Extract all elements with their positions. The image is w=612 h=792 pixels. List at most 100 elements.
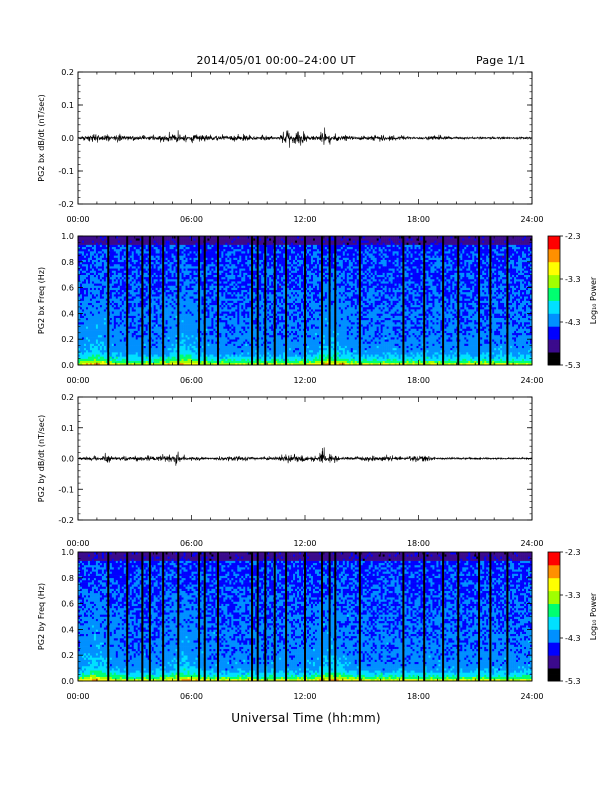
colorbar-frame bbox=[547, 235, 561, 366]
data-gap bbox=[334, 236, 337, 365]
x-tick-label: 12:00 bbox=[293, 539, 316, 548]
data-gap bbox=[506, 236, 509, 365]
signal-trace bbox=[77, 127, 533, 148]
data-gap bbox=[264, 552, 267, 681]
x-tick-label: 24:00 bbox=[520, 215, 543, 224]
panel-4 bbox=[77, 551, 563, 682]
colorbar bbox=[548, 236, 560, 366]
y-tick-label: 0.4 bbox=[61, 309, 74, 318]
data-gap bbox=[285, 236, 288, 365]
data-gap bbox=[457, 236, 460, 365]
signal-trace bbox=[77, 447, 533, 466]
y-tick-label: 1.0 bbox=[61, 232, 74, 241]
colorbar-tick-label: -5.3 bbox=[565, 677, 581, 686]
data-gap bbox=[506, 552, 509, 681]
x-tick-label: 06:00 bbox=[180, 215, 203, 224]
figure-title: 2014/05/01 00:00–24:00 UT bbox=[0, 54, 552, 67]
y-tick-label: 0.2 bbox=[61, 335, 74, 344]
y-tick-label: 0.1 bbox=[61, 101, 74, 110]
data-gap bbox=[442, 552, 445, 681]
x-tick-label: 18:00 bbox=[407, 215, 430, 224]
data-gap bbox=[264, 236, 267, 365]
y-tick-label: -0.2 bbox=[58, 200, 74, 209]
x-tick-label: 18:00 bbox=[407, 376, 430, 385]
data-gap bbox=[148, 236, 151, 365]
colorbar-tick-label: -2.3 bbox=[565, 232, 581, 241]
data-gap bbox=[107, 552, 110, 681]
panel-3 bbox=[77, 396, 533, 521]
data-gap bbox=[285, 552, 288, 681]
x-tick-label: 18:00 bbox=[407, 539, 430, 548]
data-gap bbox=[141, 236, 144, 365]
x-tick-label: 00:00 bbox=[66, 539, 89, 548]
data-gap bbox=[423, 236, 426, 365]
colorbar-tick-label: -2.3 bbox=[565, 548, 581, 557]
data-gap bbox=[478, 552, 481, 681]
spectrogram-cells bbox=[78, 236, 533, 366]
data-gap bbox=[177, 236, 180, 365]
y-tick-label: 0.0 bbox=[61, 134, 74, 143]
x-tick-label: 06:00 bbox=[180, 376, 203, 385]
y-tick-label: 0.6 bbox=[61, 284, 74, 293]
page-label: Page 1/1 bbox=[476, 54, 525, 67]
data-gap bbox=[402, 552, 405, 681]
y-tick-label: -0.1 bbox=[58, 167, 74, 176]
data-gap bbox=[251, 236, 254, 365]
y-tick-label: 0.2 bbox=[61, 68, 74, 77]
y-axis-title: PG2 bx Freq (Hz) bbox=[37, 267, 46, 334]
x-tick-label: 12:00 bbox=[293, 215, 316, 224]
data-gap bbox=[273, 236, 276, 365]
y-tick-label: 0.0 bbox=[61, 455, 74, 464]
y-axis-title: PG2 by Freq (Hz) bbox=[37, 583, 46, 650]
data-gap bbox=[177, 552, 180, 681]
x-tick-label: 00:00 bbox=[66, 692, 89, 701]
data-gap bbox=[304, 236, 306, 365]
y-tick-label: -0.2 bbox=[58, 516, 74, 525]
data-gap bbox=[334, 552, 337, 681]
y-axis-title: PG2 by dB/dt (nT/sec) bbox=[37, 415, 46, 502]
data-gap bbox=[321, 236, 324, 365]
data-gap bbox=[198, 236, 201, 365]
data-gap bbox=[126, 236, 129, 365]
data-gap bbox=[328, 236, 331, 365]
x-tick-label: 06:00 bbox=[180, 539, 203, 548]
colorbar-tick-label: -5.3 bbox=[565, 361, 581, 370]
x-tick-label: 06:00 bbox=[180, 692, 203, 701]
panel-1 bbox=[77, 71, 533, 205]
data-gap bbox=[457, 552, 460, 681]
x-tick-label: 24:00 bbox=[520, 692, 543, 701]
y-tick-label: 0.0 bbox=[61, 677, 74, 686]
data-gap bbox=[256, 236, 259, 365]
y-axis-title: PG2 bx dB/dt (nT/sec) bbox=[37, 94, 46, 181]
data-gap bbox=[489, 552, 492, 681]
data-gap bbox=[273, 552, 276, 681]
y-tick-label: 0.4 bbox=[61, 625, 74, 634]
y-tick-label: 0.1 bbox=[61, 424, 74, 433]
x-tick-label: 00:00 bbox=[66, 376, 89, 385]
x-tick-label: 24:00 bbox=[520, 376, 543, 385]
y-tick-label: 0.2 bbox=[61, 393, 74, 402]
data-gap bbox=[107, 236, 110, 365]
x-axis-title: Universal Time (hh:mm) bbox=[78, 711, 534, 725]
colorbar bbox=[548, 552, 560, 682]
data-gap bbox=[489, 236, 492, 365]
data-gap bbox=[203, 236, 206, 365]
colorbar-tick-label: -4.3 bbox=[565, 318, 581, 327]
data-gap bbox=[203, 552, 206, 681]
y-tick-label: 1.0 bbox=[61, 548, 74, 557]
data-gap bbox=[478, 236, 481, 365]
data-gap bbox=[251, 552, 254, 681]
x-tick-label: 12:00 bbox=[293, 376, 316, 385]
data-gap bbox=[148, 552, 151, 681]
data-gap bbox=[126, 552, 129, 681]
colorbar-label: Log₁₀ Power bbox=[589, 276, 598, 324]
y-tick-label: 0.8 bbox=[61, 258, 74, 267]
x-tick-label: 24:00 bbox=[520, 539, 543, 548]
y-tick-label: -0.1 bbox=[58, 485, 74, 494]
x-tick-label: 18:00 bbox=[407, 692, 430, 701]
x-tick-label: 12:00 bbox=[293, 692, 316, 701]
colorbar-frame bbox=[547, 551, 561, 682]
data-gap bbox=[304, 552, 306, 681]
